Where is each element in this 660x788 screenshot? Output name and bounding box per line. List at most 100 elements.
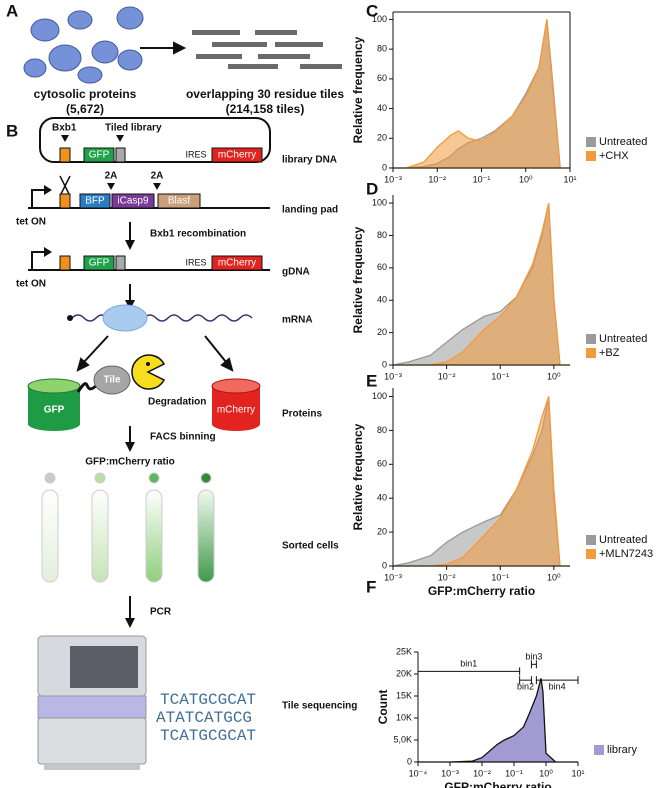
legend-label: Untreated bbox=[599, 333, 647, 345]
label: GFP bbox=[89, 150, 110, 161]
y-tick-label: 60 bbox=[377, 73, 387, 83]
label: mCherry bbox=[218, 150, 256, 161]
legend-label: +MLN7243 bbox=[599, 548, 653, 560]
label: mCherry bbox=[217, 405, 255, 416]
label: tet ON bbox=[16, 217, 46, 228]
panel-label: D bbox=[366, 179, 378, 198]
bin-label: bin3 bbox=[525, 652, 542, 662]
y-axis-label: Count bbox=[376, 690, 390, 725]
label: tet ON bbox=[16, 279, 46, 290]
x-tick-label: 10⁻¹ bbox=[491, 572, 509, 582]
x-tick-label: 10⁻¹ bbox=[505, 768, 523, 778]
label: library DNA bbox=[282, 155, 337, 166]
x-axis-label: GFP:mCherry ratio bbox=[444, 780, 551, 788]
x-tick-label: 10⁰ bbox=[547, 572, 561, 582]
y-tick-label: 60 bbox=[377, 262, 387, 272]
legend-label: library bbox=[607, 744, 637, 756]
promoter bbox=[44, 247, 52, 257]
area bbox=[393, 396, 570, 567]
label: Tile bbox=[103, 375, 120, 386]
legend-swatch bbox=[586, 549, 596, 559]
y-tick-label: 100 bbox=[372, 391, 387, 401]
y-tick-label: 20 bbox=[377, 133, 387, 143]
x-tick-label: 10⁻¹ bbox=[491, 371, 509, 381]
label: IRES bbox=[185, 257, 206, 267]
segment bbox=[211, 147, 263, 163]
y-tick-label: 40 bbox=[377, 103, 387, 113]
panel-label: B bbox=[6, 121, 18, 140]
x-tick-label: 10⁻² bbox=[428, 174, 446, 184]
marker bbox=[116, 135, 124, 142]
arrow bbox=[140, 41, 187, 55]
y-tick-label: 0 bbox=[407, 756, 412, 766]
label: Bxb1 recombination bbox=[150, 229, 246, 240]
label: FACS binning bbox=[150, 432, 216, 443]
y-axis-label: Relative frequency bbox=[351, 36, 365, 143]
cross bbox=[59, 175, 71, 197]
y-tick-label: 5,0K bbox=[393, 734, 412, 744]
label: iCasp9 bbox=[117, 196, 149, 207]
area bbox=[393, 202, 570, 366]
legend-swatch bbox=[586, 348, 596, 358]
mcherry-barrel bbox=[211, 378, 261, 431]
panel-label: C bbox=[366, 1, 378, 20]
label: gDNA bbox=[282, 267, 310, 278]
mrna bbox=[71, 314, 253, 322]
cap bbox=[67, 315, 73, 321]
legend-swatch bbox=[586, 151, 596, 161]
legend-label: Untreated bbox=[599, 534, 647, 546]
y-tick-label: 40 bbox=[377, 295, 387, 305]
area bbox=[418, 678, 578, 763]
label: GFP bbox=[44, 405, 65, 416]
segment bbox=[59, 255, 71, 271]
label: 2A bbox=[151, 171, 164, 182]
x-tick-label: 10⁻³ bbox=[384, 371, 402, 381]
arrow bbox=[125, 426, 135, 452]
y-tick-label: 20 bbox=[377, 526, 387, 536]
y-tick-label: 10K bbox=[396, 712, 412, 722]
segment bbox=[115, 147, 126, 163]
segment bbox=[115, 255, 126, 271]
y-tick-label: 60 bbox=[377, 459, 387, 469]
gfp-barrel bbox=[27, 378, 81, 431]
x-tick-label: 10⁻¹ bbox=[473, 174, 491, 184]
x-tick-label: 10⁻² bbox=[473, 768, 491, 778]
ribosome bbox=[102, 304, 148, 332]
x-axis-label: GFP:mCherry ratio bbox=[428, 584, 535, 598]
legend-swatch bbox=[586, 137, 596, 147]
label: PCR bbox=[150, 607, 172, 618]
label: Sorted cells bbox=[282, 541, 339, 552]
linker bbox=[76, 382, 100, 393]
arrow bbox=[76, 335, 234, 372]
label: 2A bbox=[105, 171, 118, 182]
promoter bbox=[31, 189, 46, 208]
sequence: ATATCATGCG bbox=[156, 709, 252, 727]
legend-label: +BZ bbox=[599, 347, 620, 359]
y-axis-label: Relative frequency bbox=[351, 423, 365, 530]
label: (5,672) bbox=[66, 102, 104, 116]
y-tick-label: 0 bbox=[382, 359, 387, 369]
y-tick-label: 20 bbox=[377, 327, 387, 337]
label: Bxb1 bbox=[52, 123, 77, 134]
label: overlapping 30 residue tiles bbox=[186, 87, 344, 101]
x-tick-label: 10⁰ bbox=[539, 768, 553, 778]
x-tick-label: 10⁻³ bbox=[384, 174, 402, 184]
y-tick-label: 100 bbox=[372, 197, 387, 207]
label: IRES bbox=[185, 149, 206, 159]
label: Blasf bbox=[168, 196, 190, 207]
y-tick-label: 80 bbox=[377, 230, 387, 240]
x-tick-label: 10⁻³ bbox=[384, 572, 402, 582]
label: BFP bbox=[85, 196, 105, 207]
panel-label: F bbox=[366, 577, 376, 596]
marker bbox=[153, 183, 161, 190]
marker bbox=[107, 183, 115, 190]
segment bbox=[59, 147, 71, 163]
x-tick-label: 10⁰ bbox=[519, 174, 533, 184]
label: Tile sequencing bbox=[282, 701, 357, 712]
label: landing pad bbox=[282, 205, 338, 216]
x-tick-label: 10⁻² bbox=[438, 371, 456, 381]
bin-label: bin1 bbox=[460, 659, 477, 669]
label: mRNA bbox=[282, 315, 313, 326]
pacman-eye bbox=[146, 362, 150, 366]
sequence: TCATGCGCAT bbox=[160, 691, 256, 709]
